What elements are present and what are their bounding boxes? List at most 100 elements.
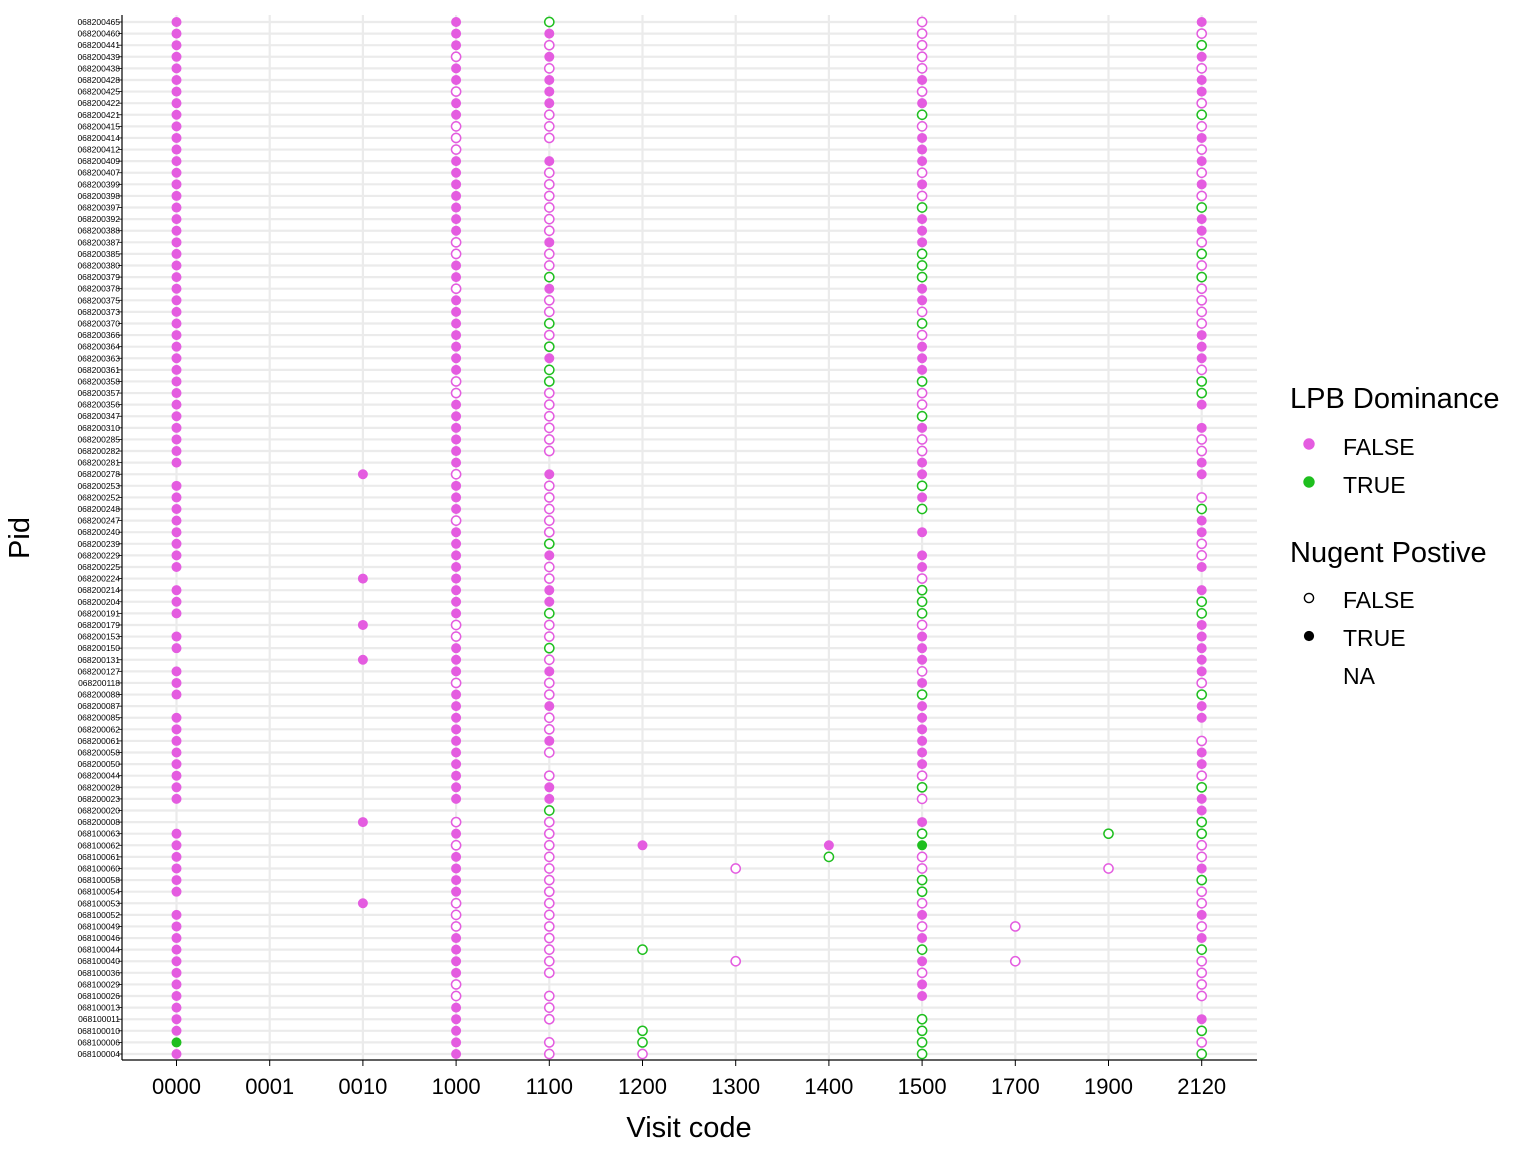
y-tick-label: 068200465 [77, 17, 120, 27]
y-tick-label: 068100061 [77, 852, 120, 862]
x-tick-label: 0010 [338, 1074, 387, 1099]
data-point [916, 770, 928, 782]
data-point [1196, 51, 1207, 62]
y-tick-label: 068100036 [77, 968, 120, 978]
y-tick-label: 068200214 [77, 585, 120, 595]
data-point [171, 608, 182, 619]
data-point [171, 98, 182, 109]
data-point [451, 654, 462, 665]
data-point [917, 735, 928, 746]
data-point [1196, 654, 1207, 665]
data-point [171, 121, 182, 132]
data-point [171, 840, 182, 851]
y-tick-label: 068200380 [77, 261, 120, 271]
data-point [1103, 863, 1114, 874]
data-point [544, 469, 555, 480]
data-point [543, 248, 555, 260]
data-point [917, 98, 928, 109]
data-point [916, 306, 928, 318]
data-point [451, 318, 462, 329]
data-point [450, 839, 462, 851]
y-tick-label: 068200439 [77, 52, 120, 62]
data-point [543, 503, 555, 515]
data-point [916, 16, 928, 28]
data-point [544, 28, 555, 39]
data-point [543, 434, 555, 445]
x-tick-label: 2120 [1177, 1074, 1226, 1099]
data-point [917, 74, 928, 85]
x-tick-label: 1100 [526, 1074, 573, 1099]
data-point [451, 851, 462, 862]
data-point [544, 666, 555, 677]
data-point [916, 51, 928, 63]
y-tick-label: 068200373 [77, 307, 120, 317]
data-point [1196, 561, 1207, 572]
data-point [171, 1025, 182, 1036]
data-point [171, 225, 182, 236]
data-point [916, 445, 928, 457]
data-point [1196, 515, 1207, 526]
y-tick-label: 068200366 [77, 330, 120, 340]
data-point [171, 51, 182, 62]
data-point [543, 1037, 555, 1048]
data-point [543, 39, 555, 51]
data-point [543, 202, 555, 213]
y-tick-label: 068200008 [77, 817, 120, 827]
data-point [916, 480, 928, 492]
data-point [1196, 550, 1208, 561]
y-tick-label: 068100053 [77, 898, 120, 908]
data-point [917, 550, 928, 561]
data-point [544, 353, 555, 364]
legend-shape-label: NA [1343, 663, 1376, 689]
data-point [917, 712, 928, 723]
data-point [451, 156, 462, 167]
y-tick-label: 068100052 [77, 910, 120, 920]
data-point [916, 318, 928, 329]
data-point [451, 701, 462, 712]
data-point [1196, 318, 1208, 329]
y-tick-label: 068100011 [78, 1014, 120, 1024]
y-tick-label: 068200407 [77, 168, 120, 178]
data-point [543, 422, 555, 434]
data-point [543, 932, 555, 944]
data-point [171, 16, 182, 27]
y-tick-label: 068200285 [77, 434, 120, 444]
data-point [917, 214, 928, 225]
data-point [450, 979, 462, 990]
data-point [1196, 712, 1207, 723]
data-point [171, 875, 182, 886]
data-point [917, 364, 928, 375]
data-point [171, 759, 182, 770]
data-point [730, 955, 742, 967]
data-point [917, 156, 928, 167]
y-tick-label: 068200062 [77, 724, 120, 734]
data-point [451, 179, 462, 190]
data-point [451, 643, 462, 654]
data-point [1196, 167, 1208, 179]
y-tick-label: 068200050 [77, 759, 120, 769]
data-point [1196, 643, 1207, 654]
y-tick-label: 068200460 [77, 29, 120, 39]
data-point [1196, 364, 1208, 376]
data-point [544, 156, 555, 167]
data-point [917, 701, 928, 712]
data-point [917, 457, 928, 468]
data-point [543, 723, 555, 735]
data-point [1196, 144, 1208, 155]
data-point [917, 132, 928, 143]
data-point [171, 283, 182, 294]
y-tick-label: 068200409 [77, 156, 120, 166]
data-point [543, 573, 555, 584]
data-point [171, 585, 182, 596]
data-point [451, 782, 462, 793]
data-point [917, 759, 928, 770]
data-point [916, 167, 928, 179]
data-point [544, 550, 555, 561]
data-point [1196, 492, 1208, 503]
data-point [543, 770, 555, 782]
data-point [171, 770, 182, 781]
data-point [1196, 781, 1208, 793]
legend: LPB Dominance Nugent Postive FALSETRUEFA… [1290, 383, 1500, 689]
data-point [543, 329, 555, 341]
y-tick-label: 068200282 [77, 446, 120, 456]
